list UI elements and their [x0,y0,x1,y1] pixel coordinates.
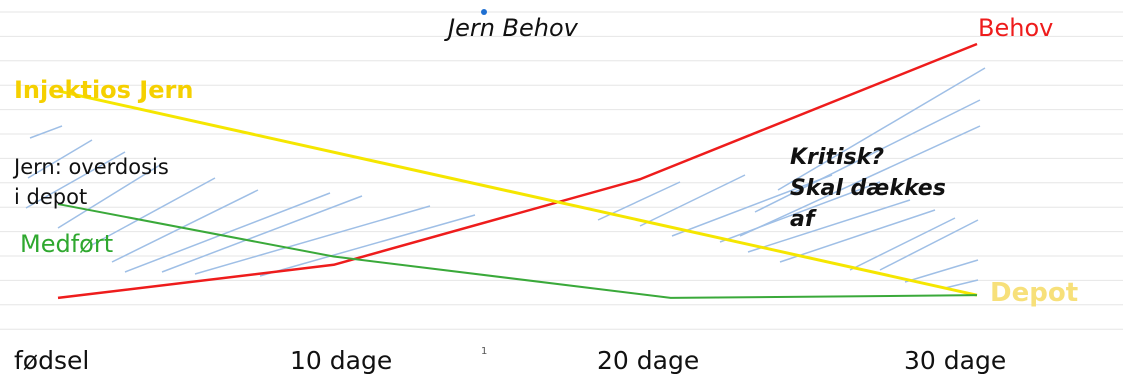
hatch-line [739,125,981,237]
hatch-line [779,209,936,263]
hatch-line [639,174,746,227]
hatch-line [719,181,881,243]
hatch-line [671,174,833,237]
annotation-overdosis: Jern: overdosis i depot [14,152,169,212]
series-label-medfort: Medført [20,230,114,258]
grid-lines [0,11,1123,330]
chart-title: Jern Behov [448,14,578,42]
hatch-line [161,195,363,273]
hatch-line [904,259,979,283]
hatch-line [944,279,979,289]
annotation-overdosis-line-1: Jern: overdosis [14,155,169,179]
hatch-line [747,199,911,253]
hatch-line [194,205,431,275]
hatch-line [29,125,63,139]
hatch-line [57,164,161,229]
series-line-injektios-jern [57,89,978,297]
annotation-kritisk: Kritisk? Skal dækkes af [790,142,946,235]
annotation-depot: Depot [990,278,1079,308]
x-tick-label-fodsel: fødsel [14,346,90,375]
hatch-line [259,214,476,277]
annotation-kritisk-line-2: Skal dækkes [790,176,946,201]
hatch-line [111,189,259,263]
annotation-kritisk-line-3: af [790,207,815,232]
series-label-behov: Behov [978,14,1054,42]
x-tick-label-20-dage: 20 dage [597,346,700,375]
hatch-line [25,151,126,209]
x-tick-label-10-dage: 10 dage [290,346,393,375]
slide-number: 1 [481,346,488,357]
x-tick-label-30-dage: 30 dage [904,346,1007,375]
series-lines [57,42,978,300]
series-line-behov [57,42,978,300]
title-dot-icon [481,9,487,15]
hatch-lines [25,67,986,289]
series-label-injektios-jern: Injektios Jern [14,76,194,104]
hatch-line [849,217,956,271]
series-line-medført [57,203,978,299]
hatch-line [879,219,979,271]
hatch-line [124,192,331,273]
hatch-line [777,67,986,191]
hatch-line [89,177,216,247]
annotation-overdosis-line-2: i depot [14,185,88,209]
annotation-kritisk-line-1: Kritisk? [790,145,884,170]
hatch-line [754,99,981,213]
hatch-line [27,139,93,179]
